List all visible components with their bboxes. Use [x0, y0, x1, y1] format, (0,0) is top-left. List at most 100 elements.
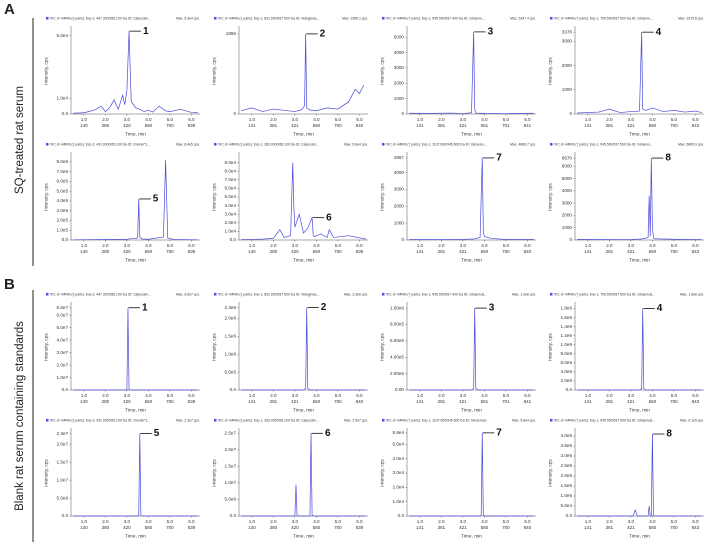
y-tick-label: 6000	[562, 164, 573, 169]
chromatogram-panel: XIC of +MRM (7 pairs): Exp 1, 945.500/63…	[547, 418, 704, 539]
y-tick-label: 5.0e4	[561, 503, 573, 508]
max-label: Max. 4866.7 cps.	[510, 142, 536, 146]
y-tick-label: 0	[233, 111, 236, 116]
x-tick-label: 4.0	[649, 243, 656, 248]
y-tick-label: 0.0	[230, 513, 237, 518]
scan-label: 560	[649, 123, 657, 128]
y-tick-label: 5.0e5	[225, 369, 237, 374]
y-tick-label: 4.0e4	[225, 203, 237, 208]
scan-label: 420	[123, 123, 131, 128]
x-tick-label: 4.0	[145, 243, 152, 248]
scan-label: 140	[80, 399, 88, 404]
header-icon	[550, 143, 553, 146]
y-tick-label: 6.0e4	[225, 186, 237, 191]
y-axis-label: Intensity, cps	[547, 459, 553, 487]
max-label: Max. 8.4e5 cps.	[176, 142, 200, 146]
x-tick-label: 2.0	[270, 117, 277, 122]
x-tick-label: 5.0	[503, 519, 510, 524]
y-tick-label: 2000	[394, 203, 405, 208]
panel-header: XIC of +MRM (1 pairs): Exp 1, 831.600/63…	[218, 292, 319, 296]
y-axis-label: Intensity, cps	[379, 459, 385, 487]
y-tick-label: 7.0e4	[225, 177, 237, 182]
y-tick-label: 5.0e4	[57, 33, 69, 38]
trace	[73, 159, 198, 241]
scan-label: 281	[438, 123, 446, 128]
x-tick-label: 3.0	[460, 393, 467, 398]
y-tick-label: 2.0e4	[225, 220, 237, 225]
y-axis-label: Intensity, cps	[211, 183, 217, 211]
scan-label: 700	[334, 123, 342, 128]
x-tick-label: 5.0	[335, 519, 342, 524]
chromatogram-panel: XIC of +MRM (7 pairs): Exp 1, 1107.600/9…	[379, 142, 536, 263]
scan-label: 281	[606, 525, 614, 530]
scan-label: 280	[270, 525, 278, 530]
y-tick-label: 1956	[226, 31, 237, 36]
x-tick-label: 5.0	[503, 243, 510, 248]
y-tick-label: 4.0e5	[561, 369, 573, 374]
trace	[577, 433, 702, 517]
scan-label: 141	[584, 525, 592, 530]
y-tick-label: 0.0	[62, 237, 69, 242]
scan-label: 421	[291, 399, 299, 404]
scan-label: 420	[291, 249, 299, 254]
y-tick-label: 1000	[562, 87, 573, 92]
scan-label: 141	[248, 399, 256, 404]
peak-label: 4	[657, 303, 663, 314]
max-label: Max. 6.5e7 cps.	[176, 292, 200, 296]
trace	[241, 162, 366, 240]
x-tick-label: 3.0	[292, 243, 299, 248]
panel-header: XIC of +MRM (7 pairs): Exp 1, 945.500/63…	[386, 292, 487, 296]
scan-label: 420	[123, 249, 131, 254]
scan-label: 141	[416, 249, 424, 254]
y-tick-label: 0	[569, 237, 572, 242]
y-tick-label: 2.0e6	[225, 316, 237, 321]
x-tick-label: 6.0	[692, 117, 699, 122]
max-label: Max. 4.1e5 cps.	[680, 418, 704, 422]
scan-label: 141	[584, 249, 592, 254]
header-icon	[214, 17, 217, 20]
scan-label: 421	[459, 525, 467, 530]
chromatogram-panel: XIC of +MRM (7 pairs): Exp 1, 799.500/63…	[547, 292, 704, 413]
y-tick-label: 2.0e7	[225, 447, 237, 452]
x-tick-label: 5.0	[671, 519, 678, 524]
x-tick-label: 1.0	[585, 243, 592, 248]
y-tick-label: 0.0	[398, 513, 405, 518]
x-tick-label: 6.0	[356, 117, 363, 122]
x-tick-label: 1.0	[249, 243, 256, 248]
max-label: Max. 3375.8 cps.	[678, 16, 704, 20]
peak-label: 8	[665, 153, 671, 164]
y-tick-label: 0.0	[62, 513, 69, 518]
chromatogram-panel: XIC of +MRM (3 pairs): Exp 1, 283.000/26…	[211, 142, 368, 263]
y-tick-label: 1000	[394, 96, 405, 101]
max-label: Max. 5.3e4 cps.	[176, 16, 200, 20]
y-axis-label: Intensity, cps	[211, 333, 217, 361]
scan-label: 421	[459, 249, 467, 254]
y-axis-label: Intensity, cps	[547, 333, 553, 361]
x-tick-label: 4.0	[649, 393, 656, 398]
x-tick-label: 3.0	[124, 243, 131, 248]
x-tick-label: 2.0	[270, 519, 277, 524]
x-tick-label: 6.0	[188, 117, 195, 122]
y-tick-label: 1.5e5	[561, 483, 573, 488]
header-icon	[46, 419, 49, 422]
y-tick-label: 2.3e7	[57, 431, 69, 436]
max-label: Max. 2.3e7 cps.	[176, 418, 200, 422]
scan-label: 839	[188, 123, 196, 128]
x-tick-label: 3.0	[124, 519, 131, 524]
y-tick-label: 1.8e6	[561, 306, 573, 311]
x-tick-label: 2.0	[606, 243, 613, 248]
scan-label: 700	[334, 525, 342, 530]
x-tick-label: 3.0	[460, 243, 467, 248]
scan-label: 840	[356, 123, 364, 128]
x-tick-label: 1.0	[81, 519, 88, 524]
chromatogram-panel: XIC of +MRM (7 pairs): Exp 1, 1107.600/9…	[379, 418, 536, 539]
scan-label: 700	[502, 249, 510, 254]
scan-label: 700	[670, 123, 678, 128]
scan-label: 700	[670, 399, 678, 404]
y-tick-label: 3.0e5	[57, 208, 69, 213]
header-icon	[382, 293, 385, 296]
header-icon	[550, 419, 553, 422]
chromatogram-panel: XIC of +MRM (1 pairs): Exp 1, 831.600/63…	[211, 292, 368, 413]
x-tick-label: 6.0	[188, 393, 195, 398]
panel-header: XIC of +MRM (3 pairs): Exp 3, 431.000/26…	[50, 142, 150, 146]
